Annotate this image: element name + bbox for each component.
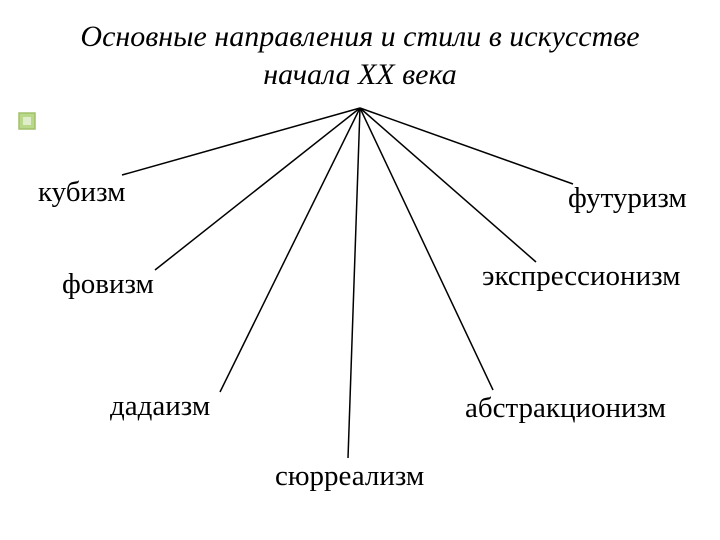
label-futurism: футуризм [568, 182, 687, 215]
title-line-2: начала XX века [263, 58, 457, 91]
label-dadaism: дадаизм [110, 390, 210, 423]
page-title: Основные направления и стили в искусстве… [0, 18, 720, 93]
bullet-icon [18, 112, 36, 130]
label-expressionism: экспрессионизм [482, 260, 681, 293]
title-line-1: Основные направления и стили в искусстве [80, 20, 639, 53]
label-fauvism: фовизм [62, 268, 154, 301]
label-surrealism: сюрреализм [275, 460, 424, 493]
label-cubism: кубизм [38, 176, 125, 209]
label-abstractionism: абстракционизм [465, 392, 666, 425]
